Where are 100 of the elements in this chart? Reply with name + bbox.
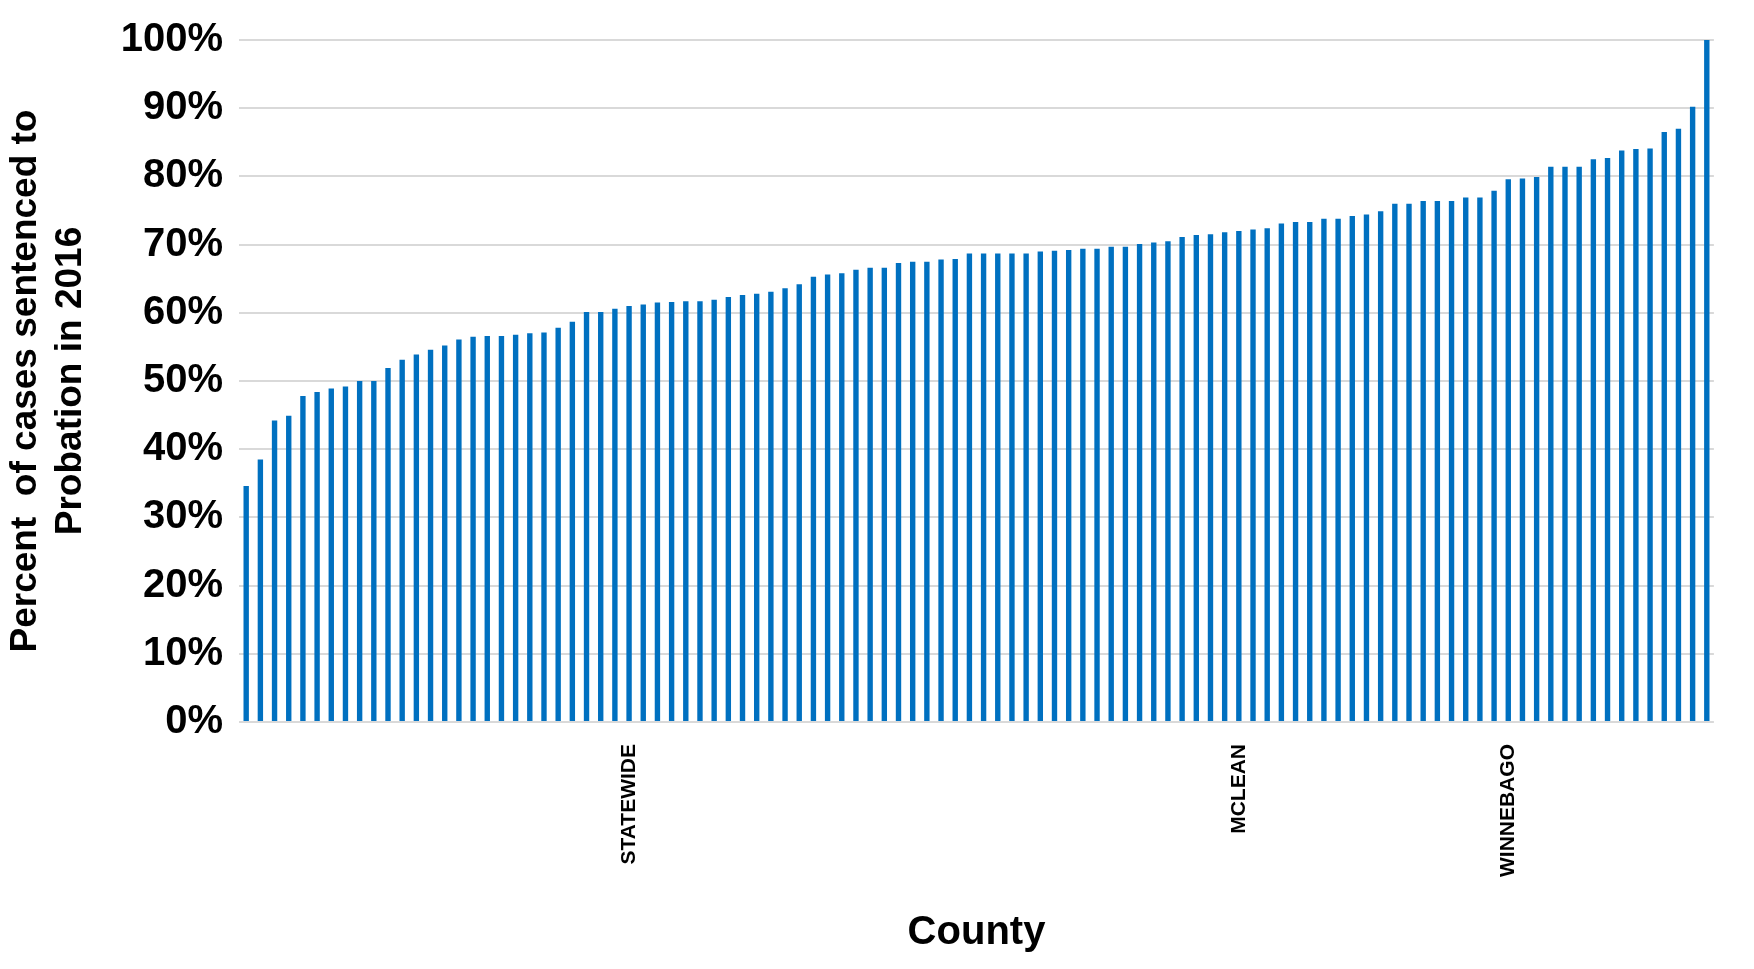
bar xyxy=(853,269,859,722)
bar xyxy=(1420,200,1426,722)
bar xyxy=(1335,218,1341,722)
y-tick-label: 80% xyxy=(143,151,224,196)
bar xyxy=(1377,211,1384,722)
bar xyxy=(1023,253,1029,722)
bar xyxy=(243,486,249,722)
bar xyxy=(1151,242,1157,722)
x-tick-label: STATEWIDE xyxy=(615,744,639,865)
bar xyxy=(697,301,703,722)
bar xyxy=(895,263,902,722)
bar xyxy=(952,258,958,722)
bar xyxy=(1009,253,1015,722)
bar xyxy=(1533,177,1540,722)
bar xyxy=(1236,230,1242,722)
bar xyxy=(1704,40,1710,722)
bar xyxy=(1278,223,1285,722)
bar xyxy=(512,334,519,722)
bar xyxy=(1590,159,1597,722)
bar xyxy=(1292,222,1299,722)
bar xyxy=(1505,179,1511,722)
bar xyxy=(456,339,462,722)
y-tick-label: 20% xyxy=(143,560,224,605)
bar xyxy=(1619,150,1625,722)
bar xyxy=(257,459,264,722)
bar xyxy=(654,302,661,722)
bar xyxy=(1122,246,1129,722)
x-tick-label: MCLEAN xyxy=(1225,744,1249,834)
bar xyxy=(711,299,717,722)
bar xyxy=(1576,166,1582,722)
bar xyxy=(1037,251,1044,722)
bar xyxy=(1108,246,1114,722)
y-tick-label: 50% xyxy=(143,356,224,401)
bar xyxy=(1562,166,1568,722)
bar xyxy=(938,259,944,722)
bar xyxy=(1080,248,1086,722)
y-tick-label: 30% xyxy=(143,492,224,537)
bar xyxy=(1463,197,1469,722)
bar xyxy=(1548,166,1554,722)
bar xyxy=(470,336,476,722)
bar xyxy=(498,335,505,722)
bar xyxy=(569,321,576,722)
bar xyxy=(442,345,448,722)
bar xyxy=(385,368,391,722)
y-tick-label: 40% xyxy=(143,424,224,469)
bar xyxy=(1392,203,1398,722)
bar xyxy=(754,293,760,722)
bar xyxy=(810,276,817,722)
bar xyxy=(1321,218,1327,722)
bar xyxy=(782,288,788,722)
bar xyxy=(271,420,278,722)
bar xyxy=(1604,157,1611,722)
bar xyxy=(484,335,490,722)
bar xyxy=(541,332,547,722)
bar xyxy=(1307,222,1313,722)
bar xyxy=(1349,215,1355,722)
bar xyxy=(839,273,845,722)
bar xyxy=(668,301,675,722)
bar xyxy=(1221,232,1228,722)
bar xyxy=(683,301,689,722)
bar xyxy=(1363,214,1370,722)
bar xyxy=(881,267,888,722)
bar xyxy=(371,381,377,722)
bar xyxy=(980,253,987,722)
bar xyxy=(555,327,561,722)
bar xyxy=(739,295,746,722)
y-tick-label: 100% xyxy=(120,15,224,60)
bar xyxy=(1065,250,1072,722)
text: Probation in 2016 xyxy=(47,226,89,536)
bar xyxy=(286,415,292,722)
bar xyxy=(1675,128,1682,722)
bar xyxy=(1661,132,1667,722)
bar xyxy=(1647,148,1653,722)
bar xyxy=(427,349,434,722)
bar xyxy=(1193,235,1199,722)
bar xyxy=(1434,200,1441,722)
bar xyxy=(824,274,831,722)
bar xyxy=(598,312,604,722)
x-tick-label: WINNEBAGO xyxy=(1495,744,1519,878)
bar xyxy=(1136,243,1143,722)
bar xyxy=(1519,178,1526,722)
y-tick-label: 60% xyxy=(143,287,224,332)
bar xyxy=(612,308,618,722)
bar xyxy=(300,396,306,722)
x-axis-title: County xyxy=(907,908,1047,953)
text: Percent of cases sentenced to xyxy=(3,109,45,653)
bar xyxy=(796,284,802,722)
bar xyxy=(1633,149,1639,722)
bar xyxy=(356,381,363,722)
bar xyxy=(342,386,349,722)
bar xyxy=(924,261,930,722)
bar xyxy=(1491,190,1497,722)
bar xyxy=(995,253,1001,722)
bar xyxy=(1448,200,1455,722)
y-tick-label: 70% xyxy=(143,219,224,264)
bar xyxy=(1406,203,1412,722)
bar xyxy=(1250,229,1256,722)
bar xyxy=(1207,234,1214,722)
bar xyxy=(725,297,732,722)
bar xyxy=(909,261,916,722)
